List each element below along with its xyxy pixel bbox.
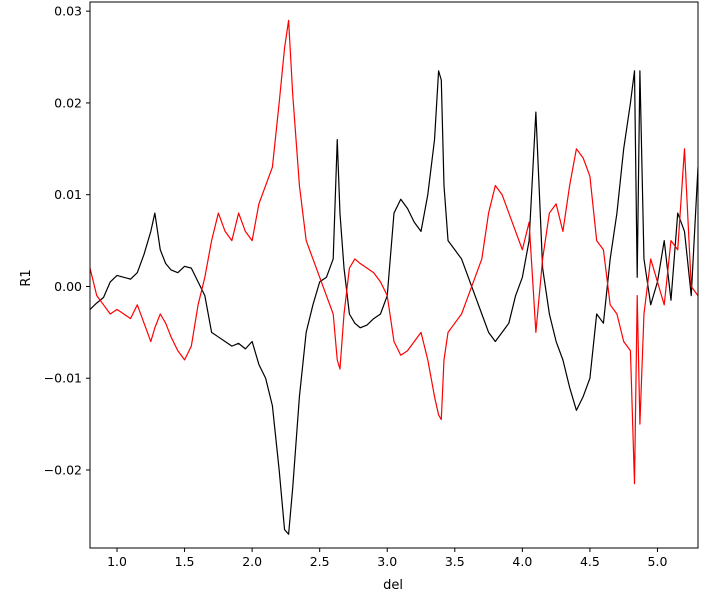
x-tick-label: 3.5: [445, 554, 465, 569]
x-tick-label: 2.0: [242, 554, 262, 569]
plot-area: [89, 1, 699, 549]
x-tick-label: 2.5: [310, 554, 330, 569]
x-tick-label: 1.5: [175, 554, 195, 569]
y-tick-label: 0.02: [54, 95, 82, 110]
y-tick-label: −0.02: [44, 463, 82, 478]
x-tick-label: 3.0: [377, 554, 397, 569]
series-line-2: [90, 19, 698, 485]
x-tick-label: 5.0: [648, 554, 668, 569]
x-tick-label: 4.0: [512, 554, 532, 569]
y-tick-label: 0.03: [54, 4, 82, 19]
y-axis-label: R1: [19, 269, 34, 286]
y-tick-label: 0.00: [54, 279, 82, 294]
series-line-1: [90, 70, 698, 535]
plot-frame: [89, 1, 699, 549]
x-tick-label: 1.0: [107, 554, 127, 569]
x-axis-label: del: [383, 578, 403, 593]
y-tick-label: 0.01: [54, 187, 82, 202]
x-axis: 1.0 1.5 2.0 2.5 3.0 3.5 4.0 4.5 5.0: [107, 548, 667, 569]
y-tick-label: −0.01: [44, 371, 82, 386]
y-axis: −0.02 −0.01 0.00 0.01 0.02 0.03: [44, 4, 90, 478]
x-tick-label: 4.5: [580, 554, 600, 569]
